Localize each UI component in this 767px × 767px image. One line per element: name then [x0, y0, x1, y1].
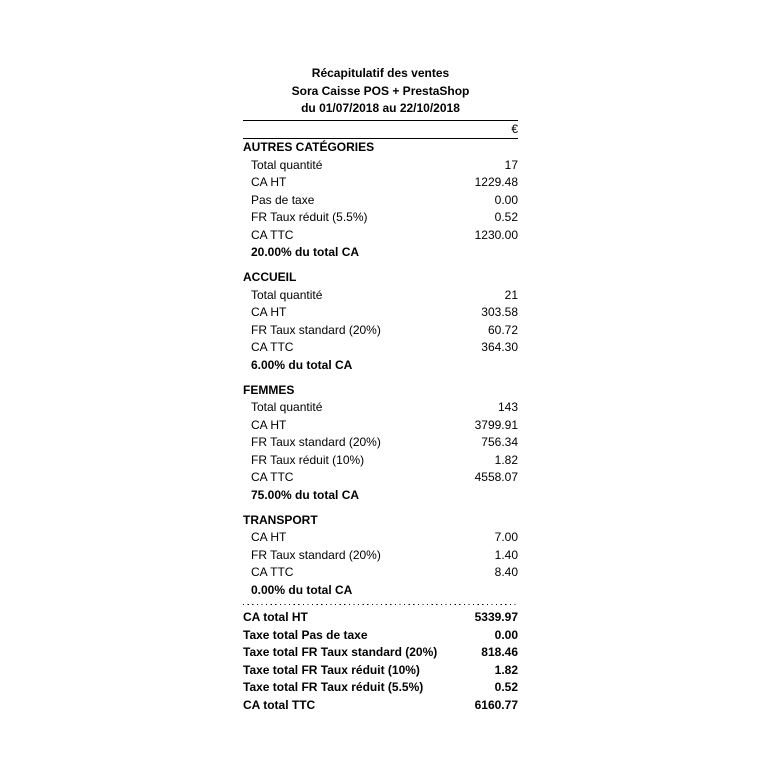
total-value: 0.52 [494, 680, 518, 694]
stat-row: Total quantité 143 [243, 399, 518, 417]
stat-value: 1229.48 [474, 175, 518, 189]
stat-row: FR Taux standard (20%) 756.34 [243, 434, 518, 452]
stat-row: FR Taux réduit (10%) 1.82 [243, 452, 518, 470]
total-value: 1.82 [494, 662, 518, 677]
total-value: 818.46 [481, 645, 518, 659]
stat-label: Total quantité [251, 400, 323, 414]
stat-row: CA TTC 364.30 [243, 339, 518, 357]
stat-label: FR Taux standard (20%) [251, 322, 381, 337]
total-label: CA total HT [243, 610, 308, 624]
stat-row: FR Taux standard (20%) 1.40 [243, 547, 518, 565]
category-name: FEMMES [243, 382, 295, 397]
stat-value: 0.52 [494, 210, 518, 224]
stat-label: FR Taux réduit (5.5%) [251, 210, 368, 224]
stat-label: CA TTC [251, 470, 294, 484]
stat-value: 756.34 [481, 435, 518, 449]
stat-row: CA TTC 4558.07 [243, 469, 518, 487]
stat-row: CA HT 7.00 [243, 529, 518, 547]
stat-row: CA HT 3799.91 [243, 417, 518, 435]
category-block-accueil: ACCUEIL Total quantité 21 CA HT 303.58 F… [243, 269, 518, 374]
total-row: Taxe total Pas de taxe 0.00 [243, 627, 518, 645]
stat-row: CA TTC 1230.00 [243, 227, 518, 245]
total-row: CA total HT 5339.97 [243, 609, 518, 627]
total-label: CA total TTC [243, 697, 316, 712]
stat-value: 3799.91 [474, 417, 518, 432]
stat-value: 143 [497, 400, 518, 414]
category-name: AUTRES CATÉGORIES [243, 140, 375, 154]
total-row: CA total TTC 6160.77 [243, 697, 518, 715]
total-value: 6160.77 [474, 697, 518, 712]
total-label: Taxe total Pas de taxe [243, 627, 368, 642]
stat-value: 303.58 [481, 305, 518, 319]
stat-label: Pas de taxe [251, 192, 315, 207]
stat-label: CA HT [251, 530, 287, 544]
total-row: Taxe total FR Taux réduit (5.5%) 0.52 [243, 679, 518, 697]
category-block-femmes: FEMMES Total quantité 143 CA HT 3799.91 … [243, 382, 518, 505]
currency-header: € [511, 121, 518, 136]
divider-under-currency [243, 138, 518, 139]
total-label: Taxe total FR Taux standard (20%) [243, 645, 438, 659]
category-name: ACCUEIL [243, 270, 297, 284]
report-header: Récapitulatif des ventes Sora Caisse POS… [243, 65, 518, 118]
total-row: Taxe total FR Taux réduit (10%) 1.82 [243, 662, 518, 680]
stat-label: CA HT [251, 417, 287, 432]
category-block-transport: TRANSPORT CA HT 7.00 FR Taux standard (2… [243, 512, 518, 600]
stat-row: FR Taux standard (20%) 60.72 [243, 322, 518, 340]
stat-label: FR Taux réduit (10%) [251, 452, 365, 467]
stat-row: Total quantité 17 [243, 157, 518, 175]
stat-value: 0.00 [494, 192, 518, 207]
stat-label: CA HT [251, 305, 287, 319]
stat-label: FR Taux standard (20%) [251, 547, 381, 562]
category-share-of-total: 75.00% du total CA [251, 487, 360, 502]
totals-section: CA total HT 5339.97 Taxe total Pas de ta… [243, 609, 518, 714]
stat-value: 8.40 [494, 565, 518, 579]
stat-value: 17 [504, 157, 518, 172]
stat-value: 1230.00 [474, 227, 518, 242]
category-share-of-total: 6.00% du total CA [251, 357, 353, 372]
stat-value: 21 [504, 287, 518, 302]
stat-row: CA HT 303.58 [243, 304, 518, 322]
stat-label: CA TTC [251, 227, 294, 242]
total-row: Taxe total FR Taux standard (20%) 818.46 [243, 644, 518, 662]
total-value: 0.00 [494, 627, 518, 642]
report-period: du 01/07/2018 au 22/10/2018 [301, 101, 460, 115]
stat-row: FR Taux réduit (5.5%) 0.52 [243, 209, 518, 227]
report-subtitle: Sora Caisse POS + PrestaShop [291, 83, 470, 98]
stat-value: 4558.07 [474, 470, 518, 484]
stat-row: CA HT 1229.48 [243, 174, 518, 192]
stat-row: Pas de taxe 0.00 [243, 192, 518, 210]
stat-row: Total quantité 21 [243, 287, 518, 305]
category-share-of-total: 0.00% du total CA [251, 582, 353, 597]
stat-label: FR Taux standard (20%) [251, 435, 381, 449]
stat-label: Total quantité [251, 157, 323, 172]
stat-value: 1.82 [494, 452, 518, 467]
divider-under-period [243, 119, 518, 121]
stat-label: Total quantité [251, 287, 323, 302]
total-value: 5339.97 [474, 610, 518, 624]
category-share-of-total: 20.00% du total CA [251, 245, 360, 259]
report-title: Récapitulatif des ventes [311, 66, 450, 80]
stat-label: CA TTC [251, 565, 294, 579]
category-name: TRANSPORT [243, 512, 318, 527]
dotted-divider [243, 603, 518, 605]
stat-value: 60.72 [487, 322, 518, 337]
stat-row: CA TTC 8.40 [243, 564, 518, 582]
category-block-autres-categories: AUTRES CATÉGORIES Total quantité 17 CA H… [243, 139, 518, 262]
stat-value: 364.30 [481, 340, 518, 354]
sales-summary-report: Récapitulatif des ventes Sora Caisse POS… [243, 0, 518, 714]
total-label: Taxe total FR Taux réduit (10%) [243, 662, 420, 677]
stat-value: 1.40 [494, 547, 518, 562]
total-label: Taxe total FR Taux réduit (5.5%) [243, 680, 424, 694]
stat-value: 7.00 [494, 530, 518, 544]
stat-label: CA HT [251, 175, 287, 189]
stat-label: CA TTC [251, 340, 294, 354]
